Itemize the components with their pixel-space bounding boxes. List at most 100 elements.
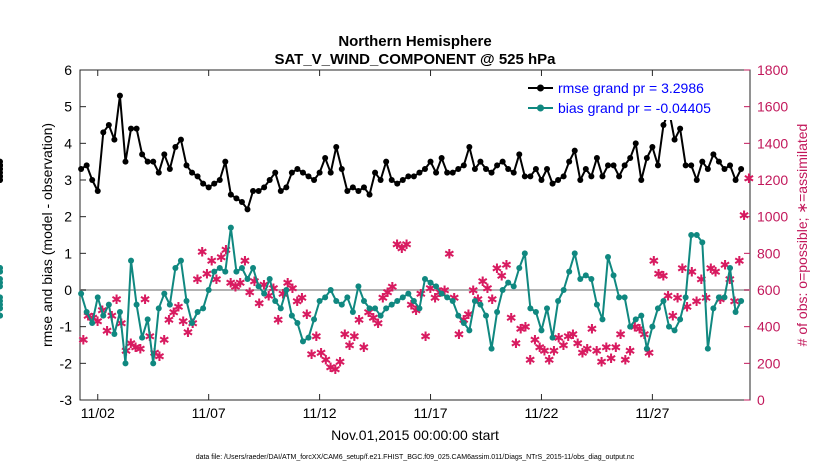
rmse-point xyxy=(94,188,101,194)
y2-tick-label: 1600 xyxy=(757,99,788,115)
bias-point xyxy=(200,305,207,312)
obs-assimilated-marker: ✱ xyxy=(154,350,165,365)
rmse-point xyxy=(183,162,190,169)
bias-point xyxy=(627,323,634,330)
bias-point xyxy=(455,312,462,319)
bias-point xyxy=(460,320,467,326)
bias-point xyxy=(710,305,717,312)
rmse-point xyxy=(654,162,661,169)
obs-assimilated-marker: ✱ xyxy=(301,308,312,323)
obs-assimilated-marker: ✱ xyxy=(615,328,626,343)
bias-point xyxy=(172,265,179,271)
rmse-point xyxy=(128,125,135,132)
obs-assimilated-marker: ✱ xyxy=(92,315,103,330)
bias-point xyxy=(410,298,417,304)
obs-assimilated-marker: ✱ xyxy=(587,323,598,338)
obs-assimilated-marker: ✱ xyxy=(496,269,507,284)
bias-point xyxy=(549,334,556,341)
bias-point xyxy=(449,298,456,304)
obs-assimilated-marker: ✱ xyxy=(220,244,231,259)
obs-assimilated-marker: ✱ xyxy=(658,269,669,284)
rmse-point xyxy=(222,158,229,165)
obs-assimilated-marker: ✱ xyxy=(373,317,384,332)
rmse-point xyxy=(593,155,600,161)
obs-assimilated-marker: ✱ xyxy=(734,255,745,270)
obs-assimilated-marker: ✱ xyxy=(577,346,588,361)
bias-point xyxy=(155,305,162,312)
bias-point xyxy=(205,287,212,293)
rmse-point xyxy=(205,184,212,191)
rmse-point xyxy=(527,173,534,180)
obs-assimilated-marker: ✱ xyxy=(206,255,217,270)
obs-assimilated-marker: ✱ xyxy=(325,361,336,376)
rmse-point xyxy=(344,188,351,194)
obs-assimilated-marker: ✱ xyxy=(406,299,417,314)
rmse-point xyxy=(116,92,123,99)
obs-assimilated-marker: ✱ xyxy=(354,313,365,328)
bias-point xyxy=(0,294,3,301)
obs-assimilated-marker: ✱ xyxy=(387,280,398,295)
bias-point xyxy=(255,283,262,290)
bias-point xyxy=(427,279,434,286)
obs-assimilated-marker: ✱ xyxy=(344,339,355,354)
rmse-point xyxy=(677,125,684,132)
obs-assimilated-marker: ✱ xyxy=(629,321,640,336)
rmse-point xyxy=(194,173,201,180)
obs-assimilated-marker: ✱ xyxy=(653,268,664,283)
rmse-point xyxy=(510,169,517,176)
rmse-point xyxy=(505,166,512,172)
rmse-point xyxy=(288,169,295,176)
obs-assimilated-marker: ✱ xyxy=(197,246,208,261)
rmse-point xyxy=(78,166,85,172)
rmse-point xyxy=(349,184,356,191)
bias-point xyxy=(571,250,578,257)
bias-point xyxy=(605,254,612,260)
rmse-point xyxy=(327,169,334,176)
y-tick-label: 0 xyxy=(64,282,72,298)
rmse-point xyxy=(250,188,257,194)
obs-assimilated-marker: ✱ xyxy=(249,275,260,290)
bias-point xyxy=(144,316,151,323)
bias-point xyxy=(311,316,318,323)
obs-assimilated-marker: ✱ xyxy=(696,273,707,288)
bias-point xyxy=(266,276,273,282)
bias-point xyxy=(566,268,573,275)
obs-assimilated-marker: ✱ xyxy=(320,354,331,369)
rmse-point xyxy=(322,155,329,161)
obs-assimilated-marker: ✱ xyxy=(130,341,141,356)
bias-point xyxy=(150,360,157,367)
obs-assimilated-marker: ✱ xyxy=(297,291,308,306)
y2-tick-label: 600 xyxy=(757,282,781,298)
y-tick-label: 3 xyxy=(64,172,72,188)
bias-point xyxy=(499,287,506,293)
obs-assimilated-marker: ✱ xyxy=(553,332,564,347)
x-tick-label: 11/22 xyxy=(524,405,558,421)
rmse-point xyxy=(388,177,395,183)
bias-point xyxy=(377,312,384,319)
bias-point xyxy=(421,276,428,282)
obs-assimilated-marker: ✱ xyxy=(278,288,289,303)
rmse-point xyxy=(89,177,96,183)
bias-point xyxy=(582,272,589,279)
rmse-point xyxy=(255,188,262,194)
bias-point xyxy=(139,334,146,341)
rmse-point xyxy=(166,166,173,172)
rmse-point xyxy=(294,166,301,172)
obs-assimilated-marker: ✱ xyxy=(244,286,255,301)
y2-tick-label: 1200 xyxy=(757,172,788,188)
bias-point xyxy=(394,298,401,304)
rmse-point xyxy=(532,166,539,172)
rmse-point xyxy=(394,180,401,187)
x-tick-label: 11/12 xyxy=(303,405,337,421)
obs-assimilated-marker: ✱ xyxy=(582,343,593,358)
rmse-point xyxy=(605,162,612,169)
obs-assimilated-marker: ✱ xyxy=(563,330,574,345)
rmse-point xyxy=(555,177,562,183)
rmse-point xyxy=(83,162,90,169)
obs-assimilated-marker: ✱ xyxy=(125,337,136,352)
rmse-point xyxy=(177,136,184,143)
obs-assimilated-marker: ✱ xyxy=(549,345,560,360)
obs-assimilated-marker: ✱ xyxy=(644,346,655,361)
obs-assimilated-marker: ✱ xyxy=(472,293,483,308)
